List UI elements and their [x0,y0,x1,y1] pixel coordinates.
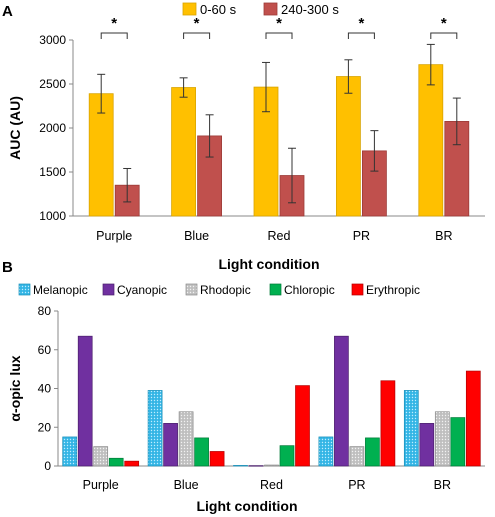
x-tick-label-pr: PR [348,478,365,492]
x-tick-label-purple: Purple [83,478,119,492]
bar-erythropic-blue [209,451,225,467]
significance-marker-pr: * [358,15,364,32]
legend-swatch-cyanopic [102,283,115,296]
panel-a-letter: A [2,3,13,20]
significance-bracket-br [430,32,458,39]
error-bar-0-60-s-purple [97,73,106,114]
error-bar-0-60-s-pr [344,59,353,94]
y-tick-label: 20 [38,420,52,434]
error-bar-240-300-s-purple [123,167,132,203]
bar-erythropic-pr [380,380,396,467]
bar-0-60-s-blue [171,87,197,217]
bar-melanopic-pr [318,436,334,467]
legend-swatch-240-300-s [263,2,278,16]
legend-swatch-erythropic [351,283,364,296]
x-tick-label-blue: Blue [174,478,199,492]
bar-chloropic-red [279,445,295,467]
significance-bracket-purple [100,32,128,39]
legend-label-rhodopic: Rhodopic [200,283,251,297]
bar-cyanopic-blue [163,423,178,467]
chart-panel-b: 0 20 40 60 80 Purple Blue Red PR BR Light conditio… [7,283,485,514]
legend-label-erythropic: Erythropic [366,283,420,297]
bar-240-300-s-blue [197,135,223,217]
x-tick-label-pr: PR [353,229,370,243]
bar-chloropic-purple [108,457,124,467]
legend-swatch-chloropic [269,283,282,296]
bar-0-60-s-pr [335,76,361,217]
bar-cyanopic-red [248,465,264,467]
bar-erythropic-purple [124,460,140,467]
bar-0-60-s-purple [88,93,114,217]
y-tick-label: 60 [38,343,52,357]
y-tick-label: 3000 [39,33,66,47]
bar-chloropic-pr [365,437,380,467]
x-tick-label-purple: Purple [96,229,132,243]
legend-label-chloropic: Chloropic [284,283,335,297]
x-tick-label-blue: Blue [184,229,209,243]
bar-melanopic-red [233,465,248,467]
error-bar-240-300-s-br [452,97,461,146]
bar-cyanopic-purple [77,335,93,467]
x-tick-label-br: BR [435,229,452,243]
bar-erythropic-br [465,370,481,467]
significance-bracket-blue [183,32,211,39]
legend-swatch-melanopic [18,283,31,296]
x-tick-label-red: Red [268,229,291,243]
legend-label-melanopic: Melanopic [33,283,88,297]
y-tick-label: 1500 [39,165,66,179]
legend-swatch-rhodopic [185,283,198,296]
bar-melanopic-blue [147,390,163,467]
bar-cyanopic-br [419,423,435,467]
y-tick-label: 2500 [39,77,66,91]
bar-chloropic-br [450,417,466,467]
significance-bracket-red [265,32,293,39]
error-bar-240-300-s-blue [205,114,214,158]
x-tick-label-red: Red [260,478,283,492]
bar-rhodopic-red [264,464,279,467]
y-tick-label: 2000 [39,121,66,135]
bar-rhodopic-purple [93,446,109,467]
bar-rhodopic-blue [178,411,194,467]
significance-marker-red: * [276,15,282,32]
significance-marker-purple: * [111,15,117,32]
error-bar-0-60-s-red [262,61,270,113]
y-tick-label: 80 [38,304,52,318]
bar-cyanopic-pr [334,335,349,467]
error-bar-240-300-s-red [288,147,296,204]
bar-0-60-s-br [418,64,444,217]
x-axis-title: Light condition [196,498,297,514]
y-tick-label: 0 [44,459,51,473]
y-axis-title: AUC (AU) [7,96,23,160]
significance-bracket-pr [347,32,375,39]
legend-label-0-60-s: 0-60 s [200,2,237,17]
legend-label-cyanopic: Cyanopic [117,283,167,297]
bar-chloropic-blue [194,437,209,467]
significance-marker-blue: * [194,15,200,32]
legend-swatch-0-60-s [182,2,197,16]
y-axis-title: α-opic lux [7,355,23,421]
error-bar-240-300-s-pr [370,130,379,172]
bar-melanopic-purple [62,436,78,467]
error-bar-0-60-s-blue [179,77,188,98]
chart-panel-a: 1000 1500 2000 2500 3000 * Purple * Blue * Red * PR *… [7,2,485,272]
bar-rhodopic-br [434,411,450,467]
panel-b-letter: B [2,259,13,276]
y-tick-label: 1000 [39,209,66,223]
bar-erythropic-red [295,385,310,467]
x-tick-label-br: BR [434,478,451,492]
bar-melanopic-br [403,390,419,467]
significance-marker-br: * [441,15,447,32]
legend-label-240-300-s: 240-300 s [281,2,339,17]
error-bar-0-60-s-br [426,43,435,86]
bar-rhodopic-pr [349,446,365,467]
y-tick-label: 40 [38,382,52,396]
x-axis-title: Light condition [218,256,319,272]
